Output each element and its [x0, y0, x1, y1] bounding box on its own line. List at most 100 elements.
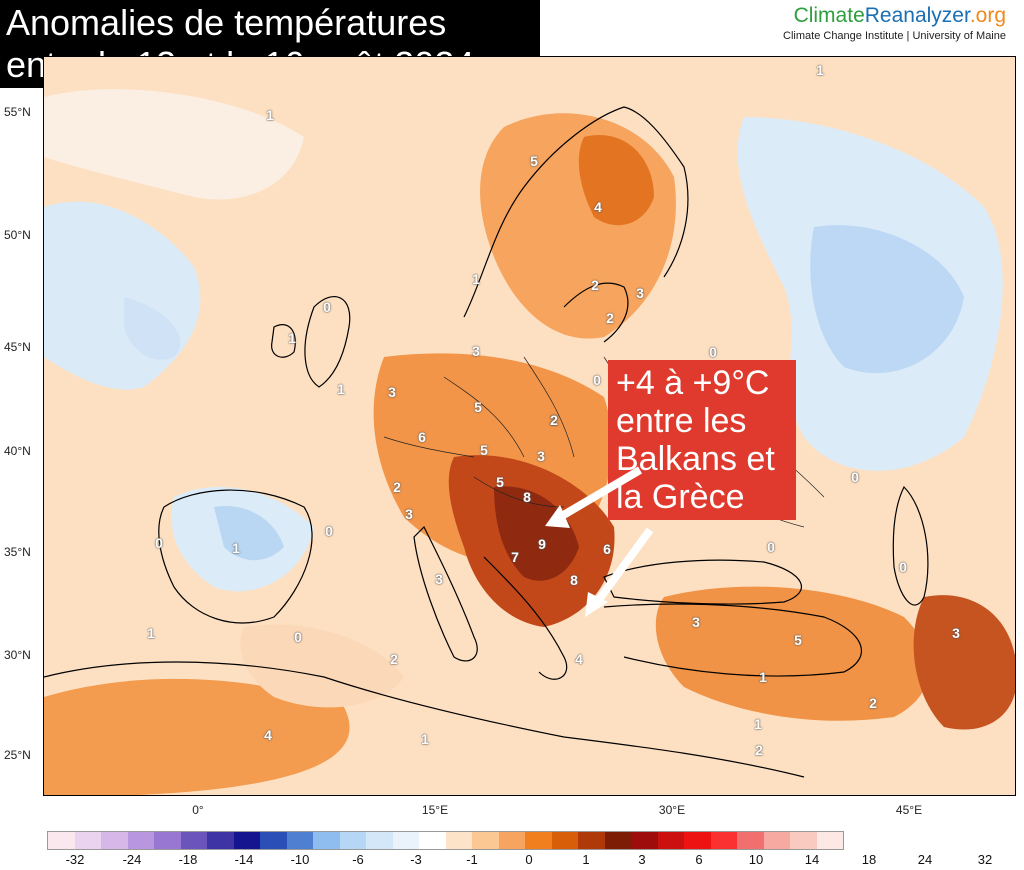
contour-label: 2	[755, 742, 763, 758]
warm-zone-caucasus-east	[913, 595, 1015, 730]
contour-label: 5	[480, 442, 488, 458]
contour-label: 0	[593, 372, 601, 388]
contour-label: 8	[570, 572, 578, 588]
arrow-head-balkans	[545, 505, 570, 528]
warm-zone-anatolia	[655, 586, 930, 721]
contour-label: 8	[523, 489, 531, 505]
contour-label: 1	[232, 540, 240, 556]
colorbar-swatch	[472, 832, 499, 849]
anomaly-map-svg	[44, 89, 1015, 795]
colorbar-label: -32	[65, 852, 85, 867]
coast-anatolia	[603, 603, 862, 677]
contour-label: 3	[405, 506, 413, 522]
contour-label: 3	[435, 571, 443, 587]
lat-label-30: 30°N	[4, 648, 31, 662]
colorbar-label: -14	[234, 852, 254, 867]
colorbar-swatch	[260, 832, 287, 849]
brand-subtitle: Climate Change Institute | University of…	[783, 30, 1006, 42]
cool-zone-russia-core	[810, 225, 964, 374]
contour-label: 4	[575, 651, 583, 667]
brand-part-1: Climate	[793, 4, 865, 27]
contour-label: 2	[550, 412, 558, 428]
contour-label: 0	[767, 539, 775, 555]
contour-label: 2	[393, 479, 401, 495]
coast-ireland	[271, 324, 296, 358]
brand-part-3: .org	[969, 4, 1006, 27]
callout-line-3: Balkans et	[616, 440, 775, 478]
arrow-to-greece	[591, 527, 654, 608]
callout-line-1: +4 à +9°C	[616, 364, 770, 402]
contour-label: 0	[899, 559, 907, 575]
contour-label: 2	[869, 695, 877, 711]
lon-label-15e: 15°E	[421, 803, 449, 817]
cool-zone-atlantic-2	[124, 297, 181, 360]
coast-black-sea	[603, 559, 803, 605]
colorbar-label: 0	[525, 852, 533, 867]
contour-label: 3	[952, 625, 960, 641]
colorbar-swatch	[790, 832, 817, 849]
contour-label: 2	[591, 277, 599, 293]
contour-label: 1	[759, 669, 767, 685]
coast-baltic	[563, 282, 629, 343]
contour-label: 0	[709, 344, 717, 360]
lat-label-35: 35°N	[4, 545, 31, 559]
warm-zone-finland-core	[578, 135, 654, 226]
contour-label: 2	[606, 310, 614, 326]
colorbar-swatch	[551, 832, 578, 849]
colorbar-label: -10	[290, 852, 310, 867]
coastlines	[44, 106, 929, 778]
contour-label: 5	[530, 153, 538, 169]
colorbar-swatch	[127, 832, 154, 849]
colorbar-swatch	[48, 832, 75, 849]
colorbar-swatch	[154, 832, 181, 849]
contour-label: 5	[474, 399, 482, 415]
colorbar-swatch	[710, 832, 737, 849]
colorbar-swatch	[604, 832, 631, 849]
brand-logo[interactable]: ClimateReanalyzer.org Climate Change Ins…	[783, 4, 1006, 42]
contour-label: 9	[538, 536, 546, 552]
contour-label: 4	[594, 199, 602, 215]
arrow-head-greece	[585, 592, 608, 617]
brand-name: ClimateReanalyzer.org	[783, 4, 1006, 28]
contour-label: 1	[421, 731, 429, 747]
colorbar-label: -1	[466, 852, 478, 867]
colorbar-swatch	[763, 832, 790, 849]
contour-label: 3	[692, 614, 700, 630]
colorbar-label: 24	[917, 852, 933, 867]
contour-label: 1	[816, 62, 824, 78]
colorbar-swatch	[684, 832, 711, 849]
lon-label-30e: 30°E	[658, 803, 686, 817]
contour-label: 6	[418, 429, 426, 445]
contour-label: 1	[288, 330, 296, 346]
neutral-zone-mediterranean	[240, 624, 404, 708]
contour-label: 0	[851, 469, 859, 485]
contour-label: 0	[294, 629, 302, 645]
colorbar-swatch	[286, 832, 313, 849]
lat-label-45: 45°N	[4, 340, 31, 354]
anomaly-map	[43, 56, 1016, 796]
contour-label: 3	[537, 448, 545, 464]
coast-north-africa	[44, 661, 805, 778]
colorbar-label: 32	[977, 852, 993, 867]
colorbar-swatch	[737, 832, 764, 849]
colorbar-label: 6	[695, 852, 703, 867]
callout-box: +4 à +9°C entre les Balkans et la Grèce	[608, 360, 796, 520]
colorbar-swatch	[207, 832, 234, 849]
contour-label: 0	[323, 299, 331, 315]
coast-uk	[304, 296, 351, 388]
colorbar-label: -18	[178, 852, 198, 867]
colorbar-swatch	[313, 832, 340, 849]
colorbar-swatch	[657, 832, 684, 849]
colorbar-label: 1	[582, 852, 590, 867]
colorbar-swatch	[525, 832, 552, 849]
cool-zone-iberia-core	[214, 506, 284, 561]
contour-label: 6	[603, 541, 611, 557]
warm-zone-north-africa	[44, 678, 350, 795]
colorbar-label: 14	[804, 852, 820, 867]
colorbar-swatch	[631, 832, 658, 849]
colorbar-label: -6	[352, 852, 364, 867]
neutral-zone-north-atlantic	[44, 89, 304, 200]
contour-label: 7	[511, 549, 519, 565]
colorbar-swatch	[445, 832, 472, 849]
